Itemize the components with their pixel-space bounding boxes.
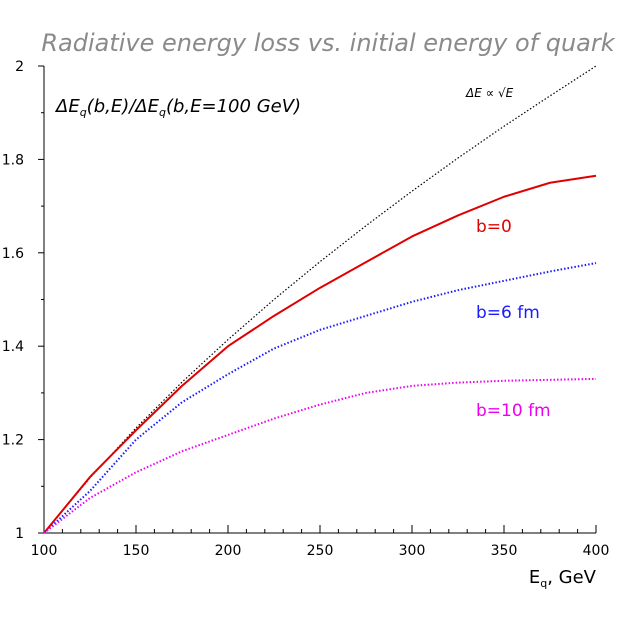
- y-tick-label: 1.8: [2, 152, 24, 168]
- series-group: [43, 65, 597, 534]
- x-tick-label: 100: [31, 543, 58, 559]
- y-axis-label: ΔEq(b,E)/ΔEq(b,E=100 GeV): [54, 96, 301, 119]
- series-line-b6: [43, 262, 597, 534]
- ylabel-part: ΔE: [54, 96, 80, 117]
- y-tick-label: 2: [15, 59, 24, 75]
- chart-title: Radiative energy loss vs. initial energy…: [41, 29, 615, 57]
- x-tick-label: 400: [583, 543, 610, 559]
- series-label-b10: b=10 fm: [476, 401, 551, 421]
- y-tick-label: 1: [15, 526, 24, 542]
- y-tick-label: 1.4: [2, 339, 24, 355]
- y-tick-label: 1.2: [2, 433, 24, 449]
- y-tick-label: 1.6: [2, 246, 24, 262]
- x-tick-label: 350: [491, 543, 518, 559]
- series-line-b0: [43, 174, 597, 534]
- ticks: 100 150 200 250 300 350 400 1 1.2 1.4 1.6 1.8 2: [2, 59, 610, 559]
- x-tick-label: 250: [307, 543, 334, 559]
- xlabel-subscript: q: [540, 577, 547, 590]
- ylabel-subscript: q: [80, 106, 87, 119]
- ylabel-part: (b,E=100 GeV): [166, 96, 301, 117]
- series-label-b0: b=0: [476, 217, 512, 237]
- x-tick-label: 150: [123, 543, 150, 559]
- ylabel-part: (b,E)/ΔE: [87, 96, 160, 117]
- series-label-b6: b=6 fm: [476, 303, 540, 323]
- xlabel-part: E: [529, 567, 540, 588]
- reference-curve-label: ΔE ∝ √E: [465, 86, 514, 100]
- series-line-reference: [43, 65, 597, 534]
- x-tick-label: 200: [215, 543, 242, 559]
- ylabel-subscript: q: [159, 106, 166, 119]
- x-axis-label: Eq, GeV: [529, 567, 597, 590]
- x-tick-label: 300: [399, 543, 426, 559]
- xlabel-part: , GeV: [547, 567, 596, 588]
- axes: [43, 66, 596, 534]
